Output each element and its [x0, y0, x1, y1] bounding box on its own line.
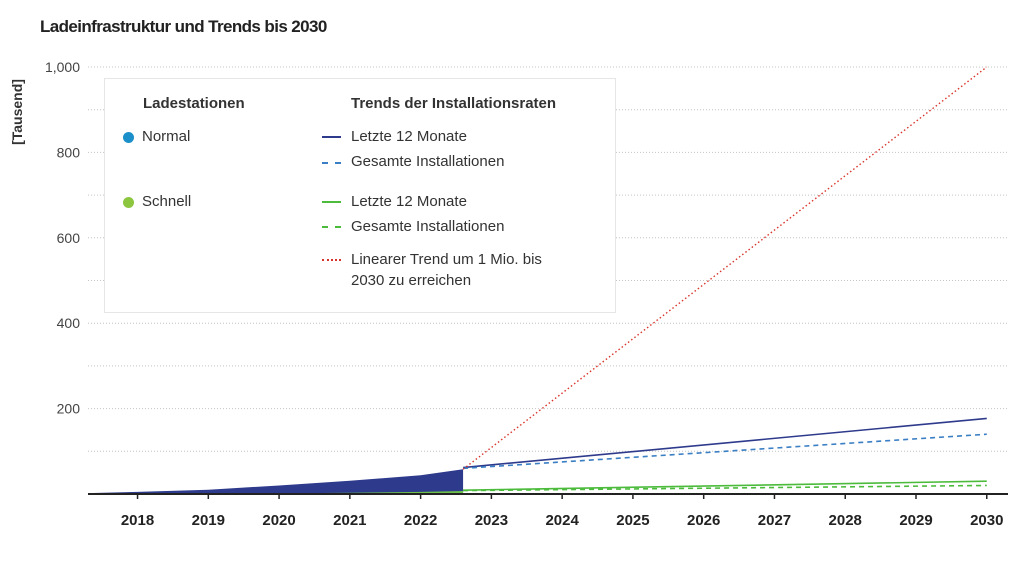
- legend-line-schnell-total: [322, 226, 341, 228]
- line-normal_total: [463, 433, 987, 470]
- legend-label-linear-trend-line2: 2030 zu erreichen: [351, 272, 472, 289]
- legend-dot-schnell: [123, 197, 134, 208]
- line-schnell_total: [463, 484, 987, 492]
- area-normal: [88, 469, 464, 494]
- x-tick-label: 2024: [545, 512, 579, 529]
- x-tick-label: 2026: [687, 512, 720, 529]
- legend-dot-normal: [123, 132, 134, 143]
- x-tick-label: 2028: [829, 512, 862, 529]
- y-tick-label: 800: [57, 144, 81, 160]
- y-axis-label: [Tausend]: [9, 79, 25, 145]
- legend-line-linear-trend: [322, 259, 341, 261]
- trend-lines: [462, 66, 988, 492]
- x-tick-label: 2022: [404, 512, 437, 529]
- legend-label-schnell-12m: Letzte 12 Monate: [351, 193, 467, 210]
- line-schnell_12m: [463, 480, 987, 491]
- x-tick-label: 2021: [333, 512, 366, 529]
- x-tick-label: 2027: [758, 512, 791, 529]
- legend-group-trends-title: Trends der Installationsraten: [351, 95, 557, 112]
- x-tick-label: 2029: [899, 512, 932, 529]
- line-normal_12m: [463, 417, 987, 469]
- y-tick-label: 600: [57, 230, 81, 246]
- legend-label-normal: Normal: [142, 128, 191, 145]
- y-tick-label: 1,000: [45, 59, 80, 75]
- x-tick-label: 2019: [192, 512, 225, 529]
- area-series: [88, 469, 464, 494]
- legend: Ladestationen Trends der Installationsra…: [104, 78, 616, 313]
- legend-label-schnell-total: Gesamte Installationen: [351, 218, 505, 235]
- legend-label-linear-trend-line1: Linearer Trend um 1 Mio. bis: [351, 251, 542, 268]
- legend-label-normal-total: Gesamte Installationen: [351, 153, 505, 170]
- x-tick-label: 2020: [262, 512, 295, 529]
- legend-group-ladestationen-title: Ladestationen: [143, 95, 245, 112]
- legend-line-schnell-12m: [322, 201, 341, 203]
- x-tick-label: 2025: [616, 512, 649, 529]
- y-tick-label: 400: [57, 315, 81, 331]
- chart-title: Ladeinfrastruktur und Trends bis 2030: [40, 17, 327, 36]
- y-tick-label: 200: [57, 401, 81, 417]
- axes: 200 400 600 800 1,000 2018 2019 2020 2021 2022 202…: [45, 59, 1008, 529]
- x-tick-label: 2018: [121, 512, 154, 529]
- x-tick-label: 2030: [970, 512, 1003, 529]
- x-tick-label: 2023: [475, 512, 508, 529]
- legend-label-normal-12m: Letzte 12 Monate: [351, 128, 467, 145]
- legend-label-schnell: Schnell: [142, 193, 192, 210]
- legend-line-normal-total: [322, 162, 341, 164]
- legend-line-normal-12m: [322, 136, 341, 138]
